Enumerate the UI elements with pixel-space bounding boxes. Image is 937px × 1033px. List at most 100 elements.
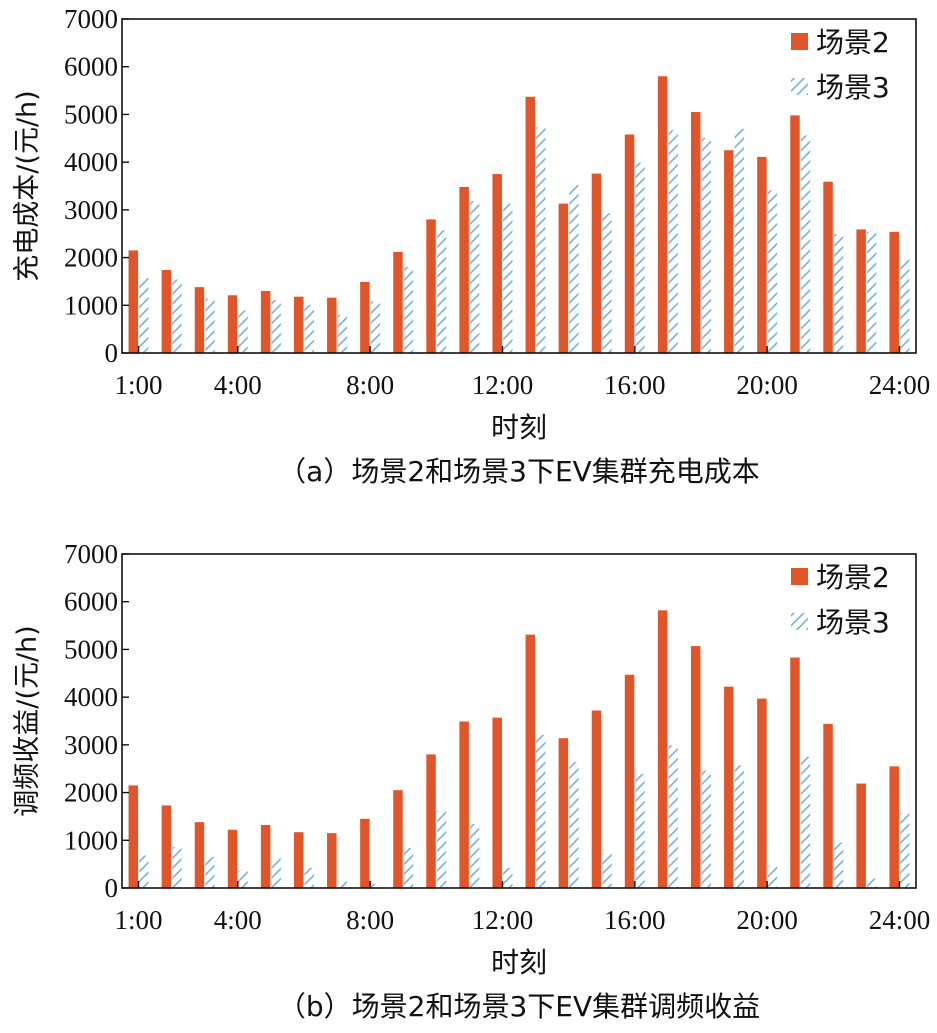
chart-b-bar-s2-16:00 [624, 674, 635, 888]
chart-a-bar-s3-7:00 [337, 314, 348, 353]
chart-a-bar-s2-9:00 [393, 251, 403, 353]
chart-a-bar-s3-11:00 [469, 201, 480, 353]
chart-b-y-tick-label: 5000 [64, 634, 118, 664]
chart-a-bar-s2-24:00 [889, 231, 899, 353]
chart-b-x-tick-label: 8:00 [346, 905, 394, 935]
chart-b-bar-s2-9:00 [393, 790, 403, 888]
chart-b-bar-s3-14:00 [569, 762, 579, 888]
chart-a-y-tick-label: 0 [105, 338, 119, 368]
chart-a-bar-s3-20:00 [767, 190, 778, 353]
chart-b-bar-s2-24:00 [889, 766, 899, 888]
chart-b-bar-s3-20:00 [767, 866, 778, 888]
chart-a-plot-frame [121, 18, 917, 354]
chart-a-bar-s3-22:00 [833, 234, 844, 353]
chart-a-y-tick-label: 1000 [64, 290, 118, 320]
chart-b-y-tick-label: 0 [105, 873, 119, 903]
chart-b-marks [128, 610, 910, 888]
chart-a-caption: （a）场景2和场景3下EV集群充电成本 [278, 455, 760, 488]
chart-b-bar-s2-10:00 [426, 754, 436, 888]
chart-a-bar-s2-21:00 [790, 115, 800, 353]
chart-b-bar-s2-4:00 [227, 829, 238, 888]
chart-b-legend-swatch-s3 [791, 613, 808, 630]
chart-a-bar-s2-16:00 [624, 134, 635, 353]
chart-a-y-tick-label: 4000 [64, 147, 118, 177]
chart-a: 0 1000 2000 3000 4000 5000 6000 7000 1:00 4:00 8:0… [12, 4, 930, 488]
chart-b-bar-s3-11:00 [469, 824, 480, 888]
chart-b-bar-s2-14:00 [558, 738, 569, 888]
chart-a-y-tick-label: 5000 [64, 99, 118, 129]
chart-b-bar-s2-13:00 [525, 634, 536, 888]
chart-a-y-tick-label: 2000 [64, 243, 118, 273]
chart-b-bar-s2-17:00 [657, 610, 668, 888]
chart-b-bar-s3-22:00 [833, 842, 844, 888]
chart-b-y-axis-label: 调频收益/(元/h) [12, 625, 43, 816]
chart-a-y-tick-label: 6000 [64, 52, 118, 82]
chart-a-bar-s2-13:00 [525, 96, 536, 354]
chart-a-bar-s3-8:00 [370, 301, 381, 353]
chart-a-bar-s2-7:00 [327, 297, 337, 353]
chart-b-bar-s2-6:00 [293, 832, 304, 888]
chart-b-y-tick-label: 7000 [64, 539, 118, 569]
chart-b-bar-s2-18:00 [690, 646, 701, 888]
chart-b-bar-s2-22:00 [823, 723, 833, 888]
chart-a-y-axis-label: 充电成本/(元/h) [12, 90, 43, 281]
chart-b-legend-swatch-s2 [791, 568, 808, 585]
chart-b-bar-s3-8:00 [370, 883, 381, 888]
chart-a-y-tick-label: 7000 [64, 4, 118, 34]
chart-b-bar-s3-5:00 [271, 858, 281, 888]
chart-b-bar-s2-2:00 [161, 805, 172, 888]
chart-a-bar-s3-3:00 [205, 298, 215, 353]
chart-b: 0 1000 2000 3000 4000 5000 6000 7000 1:00 4:00 8:0… [12, 539, 930, 1023]
chart-a-ticks: 0 1000 2000 3000 4000 5000 6000 7000 1:00 4:00 8:0… [64, 4, 930, 400]
chart-b-bar-s3-23:00 [866, 878, 877, 888]
chart-a-bar-s3-16:00 [635, 162, 645, 353]
chart-b-bar-s3-15:00 [602, 853, 612, 888]
chart-b-bar-s2-11:00 [459, 721, 469, 888]
chart-b-y-tick-label: 1000 [64, 825, 118, 855]
chart-a-bar-s2-22:00 [823, 181, 833, 353]
chart-a-bar-s3-24:00 [899, 259, 910, 353]
chart-a-bar-s3-6:00 [304, 304, 314, 353]
chart-a-bar-s2-1:00 [128, 250, 139, 353]
chart-a-bar-s3-9:00 [403, 266, 414, 353]
chart-a-bar-s2-2:00 [161, 269, 172, 353]
chart-a-bar-s2-20:00 [757, 156, 767, 353]
chart-a-bar-s3-17:00 [668, 130, 678, 353]
chart-a-bar-s3-15:00 [602, 213, 612, 353]
chart-a-bar-s2-15:00 [591, 173, 602, 353]
chart-a-x-tick-label: 20:00 [736, 370, 798, 400]
chart-a-x-tick-label: 4:00 [214, 370, 262, 400]
chart-b-bar-s2-20:00 [757, 698, 767, 888]
chart-b-x-tick-label: 24:00 [869, 905, 931, 935]
chart-a-bar-s2-5:00 [260, 290, 271, 353]
chart-b-x-tick-label: 4:00 [214, 905, 262, 935]
chart-b-y-tick-label: 3000 [64, 730, 118, 760]
chart-a-y-tick-label: 3000 [64, 195, 118, 225]
chart-b-bar-s3-7:00 [337, 881, 348, 888]
chart-b-bar-s3-18:00 [701, 770, 711, 888]
chart-b-bar-s3-12:00 [502, 867, 513, 888]
chart-b-bar-s2-8:00 [360, 818, 370, 888]
chart-a-x-tick-label: 12:00 [472, 370, 534, 400]
chart-b-bar-s2-12:00 [492, 717, 502, 888]
chart-a-bar-s2-18:00 [690, 112, 701, 353]
chart-b-y-tick-label: 2000 [64, 778, 118, 808]
chart-a-bar-s3-1:00 [139, 277, 149, 353]
chart-b-bar-s3-13:00 [536, 734, 546, 888]
chart-a-bar-s3-14:00 [569, 185, 579, 353]
chart-b-bar-s3-17:00 [668, 745, 678, 888]
chart-b-bar-s3-9:00 [403, 847, 414, 888]
chart-a-bar-s2-14:00 [558, 203, 569, 353]
chart-a-bar-s3-13:00 [536, 127, 546, 353]
chart-b-bar-s3-3:00 [205, 856, 215, 888]
chart-a-marks [128, 76, 910, 354]
chart-b-bar-s2-3:00 [194, 822, 205, 888]
chart-a-bar-s2-10:00 [426, 219, 436, 353]
chart-b-bar-s3-1:00 [139, 855, 149, 888]
chart-b-x-tick-label: 1:00 [115, 905, 163, 935]
chart-a-bar-s2-23:00 [856, 229, 866, 353]
chart-a-bar-s3-2:00 [172, 279, 182, 353]
chart-a-legend-swatch-s2 [791, 33, 808, 50]
chart-a-legend: 场景2 场景3 [791, 26, 890, 104]
chart-a-bar-s3-4:00 [238, 310, 248, 353]
